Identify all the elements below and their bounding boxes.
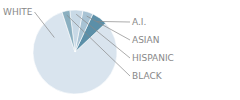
leader-line (76, 14, 130, 58)
chart: WHITE A.I. ASIAN HISPANIC BLACK (0, 0, 240, 100)
slice-label: HISPANIC (132, 53, 174, 63)
leader-line (67, 15, 130, 76)
leader-line (97, 21, 130, 23)
slice-label: WHITE (3, 7, 33, 17)
slice-label: BLACK (132, 71, 163, 81)
slice-label: A.I. (132, 17, 146, 27)
leader-line (35, 12, 55, 38)
slice-label: ASIAN (132, 35, 159, 45)
